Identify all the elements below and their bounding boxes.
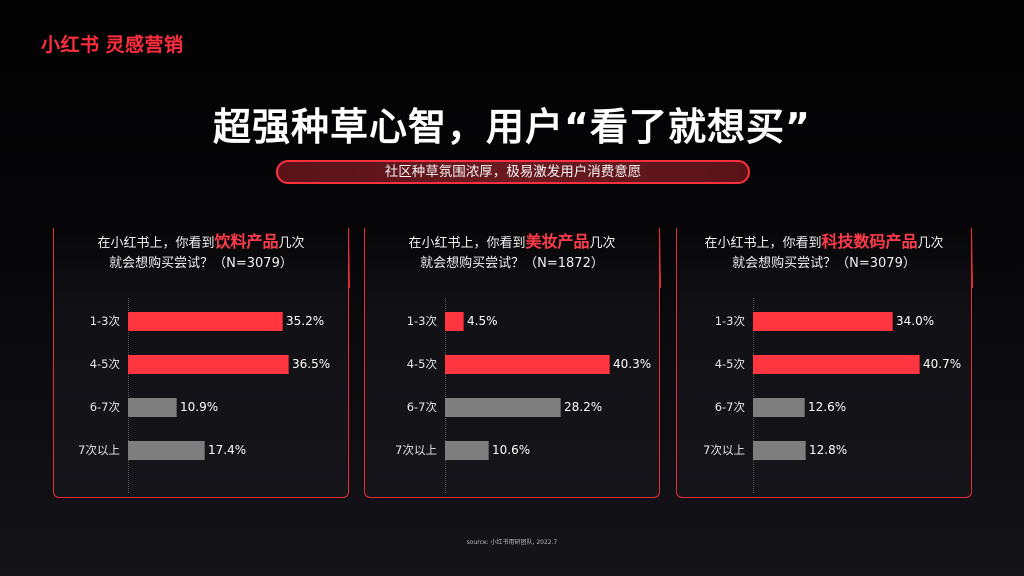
bar-row: 6-7次 28.2% xyxy=(365,398,659,417)
question-suffix: 几次 xyxy=(917,236,944,251)
question-line2: 就会想购买尝试？（N=3079） xyxy=(732,256,916,271)
bar xyxy=(128,312,283,331)
bar-label: 7次以上 xyxy=(78,443,120,457)
bar xyxy=(445,441,489,460)
question-suffix: 几次 xyxy=(278,236,305,251)
bar-value-label: 40.3% xyxy=(613,357,652,371)
bar-label: 1-3次 xyxy=(89,314,120,328)
question-prefix: 在小红书上，你看到 xyxy=(408,236,526,251)
bar-row: 7次以上 10.6% xyxy=(365,441,659,460)
bar-label: 6-7次 xyxy=(89,400,120,414)
bar-value-label: 34.0% xyxy=(896,314,935,328)
chart-axis xyxy=(128,298,129,493)
bar xyxy=(445,398,561,417)
bar-value-label: 35.2% xyxy=(286,314,325,328)
bar-row: 4-5次 36.5% xyxy=(54,355,348,374)
bar-row: 4-5次 40.3% xyxy=(365,355,659,374)
bar-value-label: 12.8% xyxy=(809,443,848,457)
bar-value-label: 10.6% xyxy=(492,443,531,457)
bar xyxy=(128,441,205,460)
chart-card-beverage: 在小红书上，你看到饮料产品几次 就会想购买尝试？（N=3079） 1-3次 35.… xyxy=(52,228,350,498)
bar-label: 7次以上 xyxy=(395,443,437,457)
bar-label: 4-5次 xyxy=(89,357,120,371)
chart-question: 在小红书上，你看到美妆产品几次 就会想购买尝试？（N=1872） xyxy=(365,232,659,274)
question-prefix: 在小红书上，你看到 xyxy=(97,236,215,251)
chart-question: 在小红书上，你看到科技数码产品几次 就会想购买尝试？（N=3079） xyxy=(677,232,971,274)
brand-name: 小红书 xyxy=(41,34,100,56)
bar-value-label: 12.6% xyxy=(808,400,847,414)
chart-question: 在小红书上，你看到饮料产品几次 就会想购买尝试？（N=3079） xyxy=(54,232,348,274)
brand-logo: 小红书 灵感营销 xyxy=(41,30,184,57)
bar-row: 6-7次 12.6% xyxy=(677,398,971,417)
bar xyxy=(753,441,806,460)
bar-label: 4-5次 xyxy=(406,357,437,371)
subtitle-text: 社区种草氛围浓厚，极易激发用户消费意愿 xyxy=(384,164,642,180)
chart-axis xyxy=(445,298,446,493)
question-highlight: 饮料产品 xyxy=(214,232,279,251)
bar-row: 7次以上 12.8% xyxy=(677,441,971,460)
bar-value-label: 28.2% xyxy=(564,400,603,414)
bar-row: 6-7次 10.9% xyxy=(54,398,348,417)
bar-value-label: 17.4% xyxy=(208,443,247,457)
bar xyxy=(753,398,805,417)
bar-row: 1-3次 34.0% xyxy=(677,312,971,331)
bar-label: 7次以上 xyxy=(703,443,745,457)
chart-card-tech: 在小红书上，你看到科技数码产品几次 就会想购买尝试？（N=3079） 1-3次 3… xyxy=(675,228,973,498)
bar-value-label: 36.5% xyxy=(292,357,331,371)
subtitle-banner: 社区种草氛围浓厚，极易激发用户消费意愿 xyxy=(276,160,750,184)
chart-card-beauty: 在小红书上，你看到美妆产品几次 就会想购买尝试？（N=1872） 1-3次 4.5… xyxy=(363,228,661,498)
bar-label: 1-3次 xyxy=(406,314,437,328)
bar-value-label: 4.5% xyxy=(467,314,498,328)
bar xyxy=(128,398,177,417)
bar-value-label: 10.9% xyxy=(180,400,219,414)
bar-label: 1-3次 xyxy=(714,314,745,328)
bar xyxy=(445,312,464,331)
bar-value-label: 40.7% xyxy=(923,357,962,371)
question-line2: 就会想购买尝试？（N=1872） xyxy=(420,256,604,271)
bar-label: 4-5次 xyxy=(714,357,745,371)
question-highlight: 科技数码产品 xyxy=(821,232,918,251)
bar xyxy=(128,355,289,374)
page-title: 超强种草心智，用户“看了就想买” xyxy=(213,105,811,149)
bar-label: 6-7次 xyxy=(406,400,437,414)
source-note: source: 小红书用研团队, 2022.7 xyxy=(466,539,558,546)
bar xyxy=(753,355,920,374)
question-suffix: 几次 xyxy=(589,236,616,251)
bar-row: 7次以上 17.4% xyxy=(54,441,348,460)
brand-product: 灵感营销 xyxy=(105,34,184,56)
chart-axis xyxy=(753,298,754,493)
bar xyxy=(753,312,893,331)
bar-row: 4-5次 40.7% xyxy=(677,355,971,374)
bar-row: 1-3次 35.2% xyxy=(54,312,348,331)
bar-label: 6-7次 xyxy=(714,400,745,414)
bar-row: 1-3次 4.5% xyxy=(365,312,659,331)
question-line2: 就会想购买尝试？（N=3079） xyxy=(109,256,293,271)
bar xyxy=(445,355,610,374)
question-prefix: 在小红书上，你看到 xyxy=(704,236,822,251)
question-highlight: 美妆产品 xyxy=(525,232,590,251)
